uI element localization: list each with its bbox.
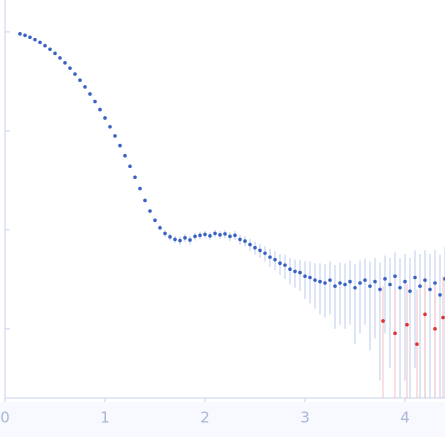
point [273, 257, 277, 262]
point [108, 124, 112, 129]
point [63, 61, 67, 65]
point [33, 37, 37, 42]
point [363, 278, 367, 282]
point [353, 285, 357, 290]
point [198, 233, 202, 238]
point [238, 237, 242, 242]
point [188, 238, 192, 242]
point [308, 275, 312, 280]
point [228, 234, 232, 239]
point [123, 153, 127, 158]
point [103, 116, 107, 120]
point [128, 164, 132, 169]
point [23, 33, 27, 38]
x-tick-label: 0 [0, 409, 10, 427]
point [173, 237, 177, 242]
point [213, 231, 217, 236]
point [193, 234, 197, 239]
point [158, 225, 162, 230]
point [143, 198, 147, 203]
point [248, 242, 252, 247]
point [218, 233, 222, 237]
point [253, 245, 257, 250]
point [415, 342, 419, 346]
point [298, 270, 302, 275]
point [83, 85, 87, 89]
point [438, 293, 442, 297]
point [338, 281, 342, 285]
point [278, 261, 282, 266]
point [423, 312, 427, 317]
point [138, 186, 142, 191]
point [423, 278, 427, 282]
point [73, 72, 77, 76]
point [78, 78, 82, 83]
point [313, 278, 317, 282]
point [383, 277, 387, 281]
point [133, 175, 137, 180]
point [388, 282, 392, 287]
x-tick-label: 2 [200, 409, 210, 427]
point [398, 285, 402, 290]
point [43, 43, 47, 48]
point [403, 279, 407, 284]
point [303, 274, 307, 279]
point [148, 209, 152, 213]
point [333, 284, 337, 288]
point [433, 281, 437, 285]
point [393, 331, 397, 336]
point [328, 278, 332, 282]
x-tick-label: 1 [100, 409, 110, 427]
point [38, 40, 42, 45]
point [258, 248, 262, 253]
point [178, 238, 182, 243]
axis-band [0, 402, 445, 437]
point [58, 56, 62, 60]
point [408, 289, 412, 293]
point [381, 319, 385, 323]
point [118, 143, 122, 148]
point [18, 32, 22, 36]
point [28, 35, 32, 40]
point [98, 107, 102, 112]
point [113, 134, 117, 138]
point [293, 269, 297, 274]
point [393, 274, 397, 279]
point [53, 51, 57, 56]
point [413, 275, 417, 280]
point [418, 284, 422, 288]
point [153, 218, 157, 223]
point [441, 315, 445, 320]
point [433, 327, 437, 331]
point [223, 232, 227, 236]
point [368, 284, 372, 288]
point [168, 235, 172, 239]
point [428, 287, 432, 292]
point [323, 281, 327, 285]
point [318, 279, 322, 284]
point [183, 236, 187, 240]
point [88, 92, 92, 96]
point [233, 233, 237, 238]
point [405, 322, 409, 327]
point [48, 47, 52, 52]
point [343, 282, 347, 287]
point [373, 279, 377, 284]
point [93, 99, 97, 104]
point [208, 234, 212, 238]
point [268, 255, 272, 259]
point [263, 251, 267, 256]
point [163, 231, 167, 236]
point [283, 263, 287, 267]
x-tick-label: 4 [400, 409, 410, 427]
point [68, 66, 72, 70]
point [378, 287, 382, 292]
point [348, 279, 352, 284]
point [288, 267, 292, 272]
point [243, 239, 247, 243]
x-tick-label: 3 [300, 409, 310, 427]
point [358, 281, 362, 285]
point [203, 232, 207, 237]
